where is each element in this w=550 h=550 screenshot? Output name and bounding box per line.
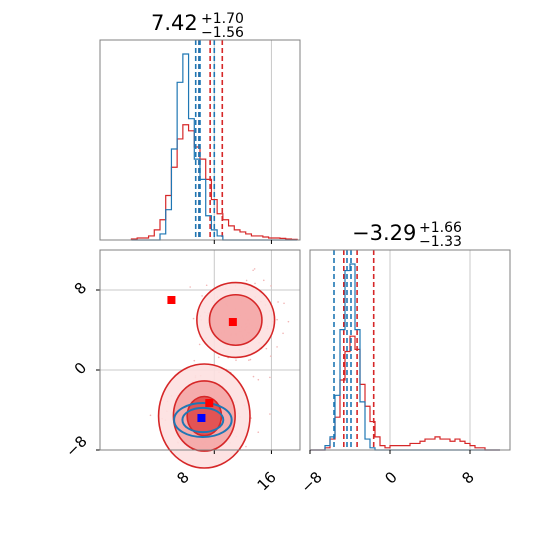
bottom-left-sample-point — [254, 282, 256, 285]
bottom-left-xtick-16: 16 — [254, 468, 280, 494]
bottom-right-xtick-8: 8 — [458, 468, 477, 487]
bottom-left-blue-contour-level — [181, 406, 225, 434]
bottom-left-sample-point — [235, 359, 237, 361]
bottom-left-marker — [197, 414, 206, 422]
bottom-left-marker — [228, 318, 237, 326]
bottom-right-title-value: −3.29 — [352, 221, 416, 245]
bottom-left-sample-point — [287, 320, 290, 323]
bottom-left-sample-point — [192, 317, 195, 320]
bottom-left-sample-point — [252, 375, 255, 378]
bottom-left-sample-point — [282, 332, 284, 335]
bottom-left-sample-point — [276, 346, 278, 348]
top-left-histogram — [99, 39, 301, 244]
bottom-right-frame — [309, 249, 511, 451]
bottom-left-ytick-0: 0 — [71, 359, 90, 378]
bottom-left-sample-point — [252, 269, 254, 272]
bottom-left-sample-point — [253, 268, 256, 270]
bottom-left-sample-point — [262, 279, 265, 282]
bottom-right-xtick-0: 0 — [381, 468, 400, 487]
bottom-left-sample-point — [269, 376, 271, 379]
bottom-left-ytick-8: 8 — [71, 279, 90, 298]
bottom-left-sample-point — [257, 378, 260, 381]
bottom-left-sample-point — [269, 355, 272, 357]
bottom-left-marker — [205, 399, 214, 407]
bottom-left-sample-point — [269, 413, 271, 415]
bottom-left-sample-point — [283, 302, 285, 305]
bottom-left-sample-point — [189, 286, 191, 288]
bottom-left-contour — [96, 249, 301, 469]
bottom-left-xtick-8: 8 — [173, 468, 192, 487]
bottom-right-series-1-step — [310, 263, 500, 451]
bottom-right-histogram — [309, 249, 511, 454]
bottom-left-sample-point — [249, 358, 252, 361]
bottom-left-sample-point — [245, 445, 247, 448]
top-left-title-plus: +1.70 — [201, 11, 244, 27]
bottom-left-sample-point — [248, 359, 250, 361]
bottom-left-blue-contour-level — [173, 401, 233, 439]
top-left-frame — [99, 39, 301, 241]
bottom-left-sample-point — [201, 295, 203, 297]
bottom-left-ytick-neg8: −8 — [62, 432, 90, 460]
bottom-left-sample-point — [277, 301, 279, 303]
bottom-right-title-plus: +1.66 — [419, 220, 462, 236]
bottom-left-frame — [99, 249, 301, 451]
bottom-left-marker — [167, 296, 176, 304]
bottom-left-sample-point — [149, 414, 152, 417]
bottom-left-sample-point — [198, 343, 201, 346]
bottom-right-xtick-neg8: −8 — [297, 468, 325, 496]
top-left-title-minus: −1.56 — [201, 25, 244, 41]
bottom-left-sample-point — [205, 284, 208, 287]
bottom-left-sample-point — [245, 279, 248, 282]
bottom-left-sample-point — [257, 431, 260, 434]
bottom-right-series-0-step — [310, 335, 500, 451]
bottom-left-sample-point — [265, 347, 268, 350]
bottom-left-sample-point — [217, 356, 220, 359]
bottom-left-sample-point — [193, 359, 196, 362]
bottom-left-sample-point — [276, 318, 278, 321]
bottom-left-sample-point — [270, 285, 272, 287]
top-left-title-value: 7.42 — [151, 11, 198, 35]
top-left-series-0-step — [130, 124, 298, 240]
bottom-right-title-minus: −1.33 — [419, 234, 462, 250]
